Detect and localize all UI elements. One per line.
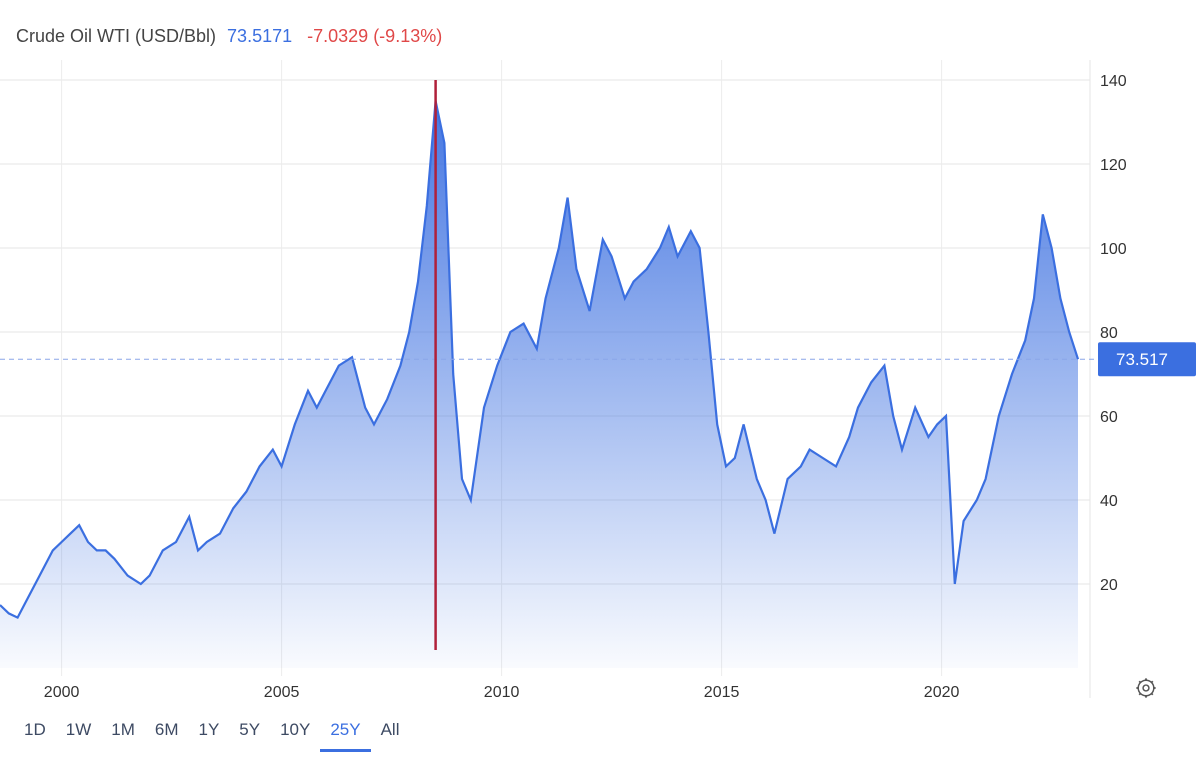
x-tick-label: 2010 (484, 684, 520, 701)
range-1m[interactable]: 1M (111, 720, 135, 739)
range-1y[interactable]: 1Y (198, 720, 220, 739)
y-tick-label: 140 (1100, 73, 1127, 90)
range-5y[interactable]: 5Y (239, 720, 261, 739)
range-6m[interactable]: 6M (154, 720, 179, 739)
y-tick-label: 80 (1100, 325, 1118, 342)
gear-icon[interactable] (1135, 677, 1157, 699)
x-tick-label: 2015 (704, 684, 740, 701)
x-tick-label: 2020 (924, 684, 960, 701)
range-10y[interactable]: 10Y (280, 720, 311, 739)
series-line (0, 100, 1080, 620)
y-axis: 20 40 60 80 100 120 140 (1100, 73, 1127, 594)
range-selector: 1D 1W 1M 6M 1Y 5Y 10Y 25Y All (14, 716, 409, 752)
y-tick-label: 120 (1100, 157, 1127, 174)
range-25y[interactable]: 25Y (320, 716, 371, 752)
x-tick-label: 2000 (44, 684, 80, 701)
price-change: -7.0329 (-9.13%) (307, 26, 443, 46)
range-all[interactable]: All (380, 720, 400, 739)
last-price: 73.5171 (227, 26, 293, 46)
price-tag-label: 73.517 (1116, 350, 1168, 369)
price-tag-background (1098, 342, 1196, 377)
y-tick-label: 100 (1100, 241, 1127, 258)
range-1d[interactable]: 1D (24, 720, 46, 739)
y-tick-label: 20 (1100, 577, 1118, 594)
range-1w[interactable]: 1W (65, 720, 92, 739)
y-tick-label: 40 (1100, 493, 1118, 510)
x-axis: 2000 2005 2010 2015 2020 (44, 684, 960, 701)
instrument-name: Crude Oil WTI (USD/Bbl) (16, 26, 217, 46)
y-tick-label: 60 (1100, 409, 1118, 426)
x-tick-label: 2005 (264, 684, 300, 701)
price-tag: 73.517 (1098, 342, 1196, 377)
series-area (0, 101, 1078, 668)
chart-legend: Crude Oil WTI (USD/Bbl) 73.5171 -7.0329 … (16, 26, 442, 47)
